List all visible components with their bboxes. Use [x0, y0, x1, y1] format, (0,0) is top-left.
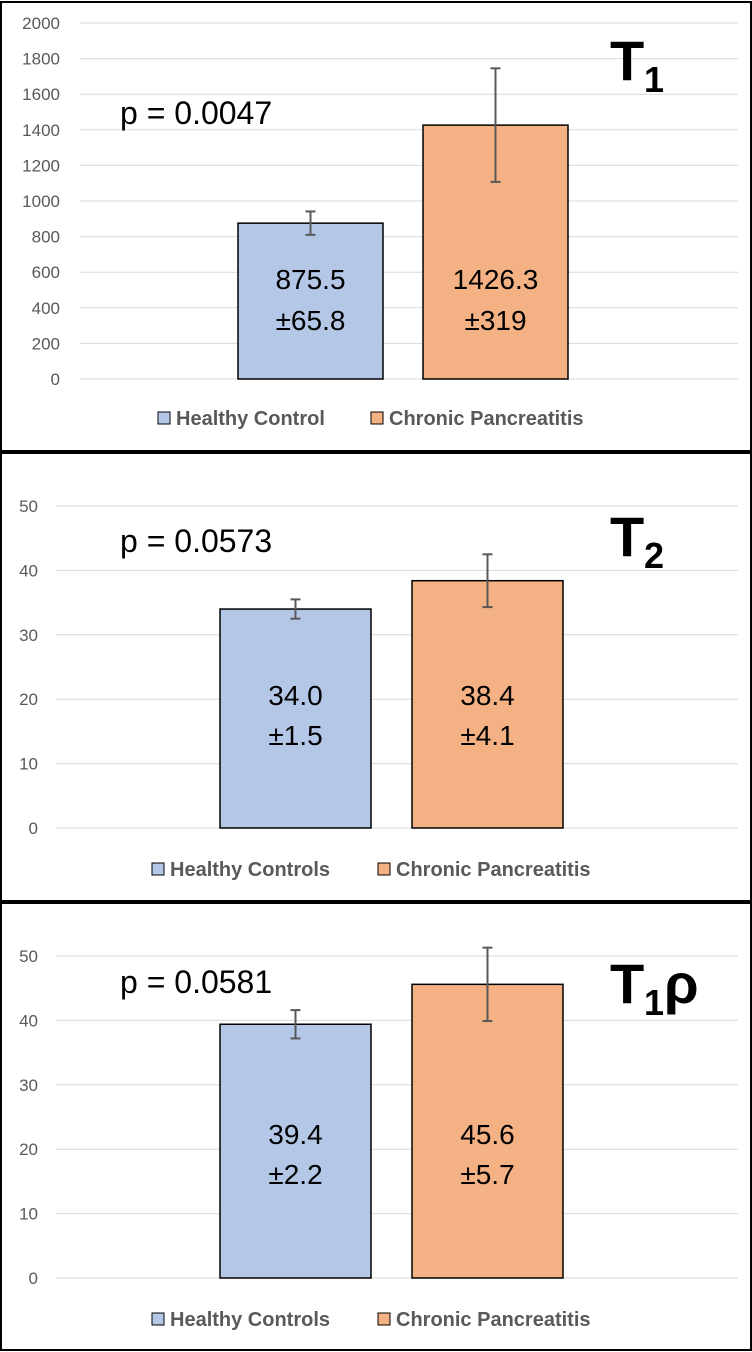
t1rho-bar-chronic	[411, 983, 564, 1279]
t1rho-legend-label: Chronic Pancreatitis	[396, 1309, 591, 1331]
t1-bar-value-label: 875.5	[275, 264, 345, 295]
t2-ytick-label: 10	[19, 755, 38, 774]
t1-ytick-label: 0	[51, 370, 60, 389]
t2-p-value: p = 0.0573	[120, 523, 272, 559]
t1-legend-swatch	[157, 411, 171, 425]
t1-title-subscript: 1	[644, 59, 664, 100]
t2-legend-label: Chronic Pancreatitis	[396, 859, 591, 881]
t1rho-title-subscript: 1	[644, 982, 664, 1023]
t2-ytick-label: 0	[29, 819, 38, 838]
t1-legend-swatch	[370, 411, 384, 425]
t1rho-bar-value-label: 39.4	[268, 1119, 323, 1150]
t2-title-subscript: 2	[644, 535, 664, 576]
t1-ytick-label: 1000	[22, 192, 60, 211]
t1-ytick-label: 1800	[22, 50, 60, 69]
t2-bar-error-label: ±4.1	[460, 720, 514, 751]
t1-ytick-label: 2000	[22, 14, 60, 33]
t1rho-bar-error-label: ±2.2	[268, 1159, 322, 1190]
t1rho-chart-panel: 0 10 20 30 40 50 39.4 ±2.2 45.6 ±5.7 p = 0.0581 T 1 ρ…	[0, 902, 752, 1352]
t1rho-ytick-label: 0	[29, 1269, 38, 1288]
t2-legend-label: Healthy Controls	[170, 859, 330, 881]
t1-title: T	[610, 29, 644, 92]
t1-p-value: p = 0.0047	[120, 95, 272, 131]
t2-ytick-label: 30	[19, 626, 38, 645]
t2-title: T	[610, 505, 644, 568]
t2-panel-border	[0, 452, 752, 902]
t2-ytick-label: 20	[19, 690, 38, 709]
t1rho-bar-healthy	[219, 1023, 372, 1279]
t1-ytick-label: 600	[32, 263, 60, 282]
t1rho-ytick-label: 40	[19, 1011, 38, 1030]
t1-panel-border	[0, 1, 752, 452]
t1-chart-panel: 0 200 400 600 800 1000 1200 1400 1600 1800 2000 875…	[0, 0, 752, 452]
t1rho-title: T	[610, 952, 644, 1015]
t2-legend-swatch	[377, 862, 391, 876]
t1rho-bar-value-label: 45.6	[460, 1119, 515, 1150]
t1rho-legend-swatch	[151, 1312, 165, 1326]
t1-ytick-label: 400	[32, 299, 60, 318]
t1-chart-svg: 0 200 400 600 800 1000 1200 1400 1600 1800 2000 875…	[0, 1, 752, 452]
t1rho-legend-swatch	[377, 1312, 391, 1326]
t1-bar-value-label: 1426.3	[453, 264, 539, 295]
t1rho-p-value: p = 0.0581	[120, 964, 272, 1000]
t2-ytick-label: 50	[19, 497, 38, 516]
t2-bar-value-label: 38.4	[460, 680, 515, 711]
t1rho-ytick-label: 10	[19, 1205, 38, 1224]
t1-bar-error-label: ±65.8	[276, 305, 346, 336]
t1rho-title-suffix: ρ	[664, 952, 699, 1015]
t1-bar-healthy	[237, 222, 384, 380]
t1rho-legend-label: Healthy Controls	[170, 1309, 330, 1331]
t1rho-ytick-label: 30	[19, 1076, 38, 1095]
t1-ytick-label: 800	[32, 228, 60, 247]
t2-bar-error-label: ±1.5	[268, 720, 322, 751]
t1-ytick-label: 1200	[22, 156, 60, 175]
t1rho-bar-error-label: ±5.7	[460, 1159, 514, 1190]
t1rho-chart-svg: 0 10 20 30 40 50 39.4 ±2.2 45.6 ±5.7 p = 0.0581 T 1 ρ…	[0, 902, 752, 1351]
t2-ytick-label: 40	[19, 561, 38, 580]
t1-ytick-label: 1600	[22, 85, 60, 104]
t2-legend-swatch	[151, 862, 165, 876]
t2-bar-chronic	[411, 579, 564, 829]
t1-bar-error-label: ±319	[464, 305, 526, 336]
t1rho-panel-border	[0, 902, 752, 1351]
t1-legend-label: Chronic Pancreatitis	[389, 408, 584, 430]
t1-legend-label: Healthy Control	[176, 408, 325, 430]
t2-bar-healthy	[219, 608, 372, 829]
t2-chart-panel: 0 10 20 30 40 50 34.0 ±1.5 38.4 ±4.1 p = 0.0573 T 2 H…	[0, 452, 752, 902]
t1rho-ytick-label: 50	[19, 947, 38, 966]
t1-ytick-label: 200	[32, 334, 60, 353]
t2-chart-svg: 0 10 20 30 40 50 34.0 ±1.5 38.4 ±4.1 p = 0.0573 T 2 H…	[0, 452, 752, 902]
t2-bar-value-label: 34.0	[268, 680, 323, 711]
t1rho-ytick-label: 20	[19, 1140, 38, 1159]
t1-ytick-label: 1400	[22, 121, 60, 140]
